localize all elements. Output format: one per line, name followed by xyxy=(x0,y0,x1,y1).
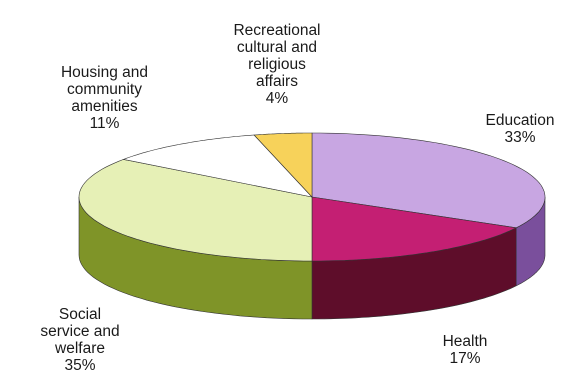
slice-label-housing: Housing and community amenities 11% xyxy=(60,64,149,132)
slice-education xyxy=(311,132,546,229)
slice-social-welfare xyxy=(78,159,313,262)
slice-label-health: Health 17% xyxy=(442,333,488,367)
slice-label-education: Education 33% xyxy=(485,112,555,146)
pie-chart: Recreational cultural and religious affa… xyxy=(40,22,555,374)
pie-chart-svg xyxy=(78,132,546,320)
slice-housing xyxy=(122,134,313,198)
slice-health xyxy=(311,196,518,262)
slice-recreational xyxy=(253,132,313,198)
slice-label-recreational: Recreational cultural and religious affa… xyxy=(233,22,321,107)
slice-label-social-welfare: Social service and welfare 35% xyxy=(40,306,120,374)
pie-tops xyxy=(78,132,546,262)
pie-sides xyxy=(78,196,546,320)
